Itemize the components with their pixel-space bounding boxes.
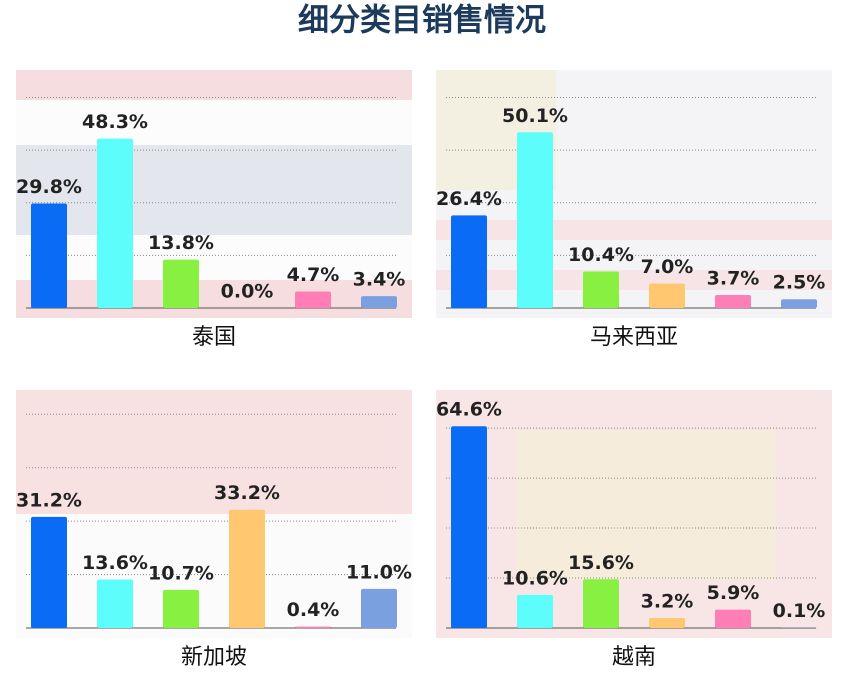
chart-title: 泰国 xyxy=(192,325,236,350)
bar xyxy=(361,296,397,308)
flag-background xyxy=(16,145,412,235)
value-label: 3.7% xyxy=(707,268,760,290)
flag-background xyxy=(16,280,412,318)
value-label: 31.2% xyxy=(16,489,82,511)
bar xyxy=(781,299,817,308)
value-label: 13.6% xyxy=(82,552,148,574)
value-label: 13.8% xyxy=(148,232,214,254)
value-label: 3.2% xyxy=(641,591,694,613)
bar xyxy=(715,609,751,628)
bar xyxy=(97,138,133,308)
value-label: 64.6% xyxy=(436,399,502,421)
flag-background xyxy=(16,514,412,638)
page-title: 细分类目销售情况 xyxy=(298,3,546,39)
flag-background xyxy=(16,235,412,280)
flag-background xyxy=(436,220,832,240)
bar xyxy=(361,588,397,628)
bar xyxy=(451,215,487,308)
value-label: 0.0% xyxy=(221,281,274,303)
value-label: 2.5% xyxy=(773,272,826,294)
bar xyxy=(715,295,751,308)
bar xyxy=(97,579,133,628)
value-label: 29.8% xyxy=(16,176,82,198)
value-label: 48.3% xyxy=(82,111,148,133)
bar xyxy=(583,271,619,308)
value-label: 5.9% xyxy=(707,582,760,604)
chart-title: 越南 xyxy=(612,645,656,670)
flag-background xyxy=(16,390,412,514)
value-label: 7.0% xyxy=(641,256,694,278)
value-label: 15.6% xyxy=(568,552,634,574)
value-label: 11.0% xyxy=(346,561,412,583)
value-label: 3.4% xyxy=(353,269,406,291)
value-label: 0.1% xyxy=(773,600,826,622)
flag-background xyxy=(16,70,412,100)
flag-background xyxy=(16,100,412,145)
bar xyxy=(451,426,487,628)
value-label: 26.4% xyxy=(436,188,502,210)
chart-title: 新加坡 xyxy=(181,645,247,670)
bar xyxy=(229,509,265,628)
bar xyxy=(31,516,67,628)
value-label: 4.7% xyxy=(287,264,340,286)
value-label: 33.2% xyxy=(214,482,280,504)
bar xyxy=(163,259,199,308)
flag-background xyxy=(516,430,776,580)
value-label: 50.1% xyxy=(502,105,568,127)
bar xyxy=(517,594,553,628)
bar xyxy=(583,579,619,628)
value-label: 10.4% xyxy=(568,244,634,266)
bar xyxy=(163,589,199,628)
value-label: 10.6% xyxy=(502,567,568,589)
value-label: 0.4% xyxy=(287,599,340,621)
chart-title: 马来西亚 xyxy=(590,325,678,350)
bar xyxy=(517,132,553,308)
value-label: 10.7% xyxy=(148,562,214,584)
bar xyxy=(649,283,685,308)
bar xyxy=(295,626,331,628)
bar xyxy=(295,291,331,308)
bar xyxy=(31,203,67,308)
bar xyxy=(649,618,685,628)
